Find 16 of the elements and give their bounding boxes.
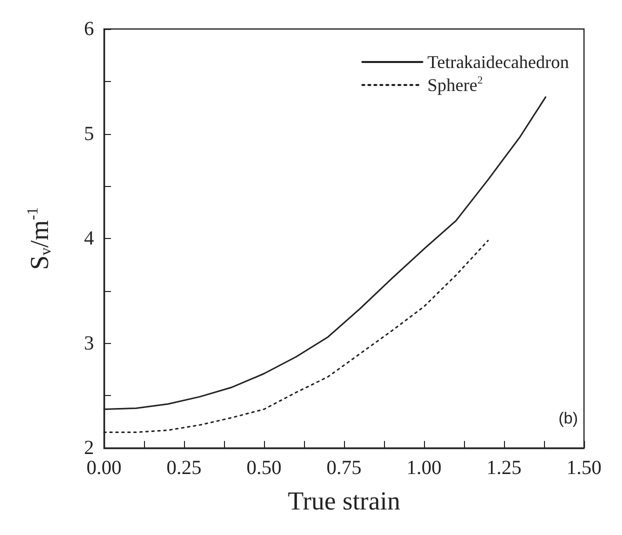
x-axis-title: True strain <box>288 486 400 516</box>
y-tick-label: 3 <box>84 332 94 354</box>
x-tick-label: 0.75 <box>326 457 362 479</box>
y-tick-label: 5 <box>84 122 94 145</box>
legend-label: Tetrakaidecahedron <box>427 52 570 72</box>
x-tick-label: 1.00 <box>406 457 442 479</box>
x-tick-label: 1.25 <box>486 457 522 479</box>
x-tick-label: 0.00 <box>86 457 122 479</box>
y-tick-label: 6 <box>84 18 94 40</box>
annotation: (b) <box>558 410 578 428</box>
x-tick-label: 1.50 <box>566 457 602 479</box>
y-tick-label: 2 <box>84 437 94 459</box>
y-tick-label: 4 <box>84 228 94 250</box>
x-tick-label: 0.50 <box>246 457 282 479</box>
x-tick-label: 0.25 <box>166 457 202 479</box>
y-axis-title: Sv/m-1 <box>24 207 54 270</box>
